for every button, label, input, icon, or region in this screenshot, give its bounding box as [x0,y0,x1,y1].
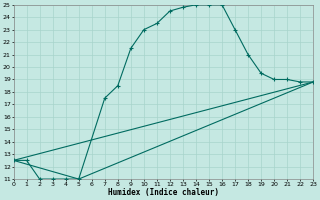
X-axis label: Humidex (Indice chaleur): Humidex (Indice chaleur) [108,188,219,197]
